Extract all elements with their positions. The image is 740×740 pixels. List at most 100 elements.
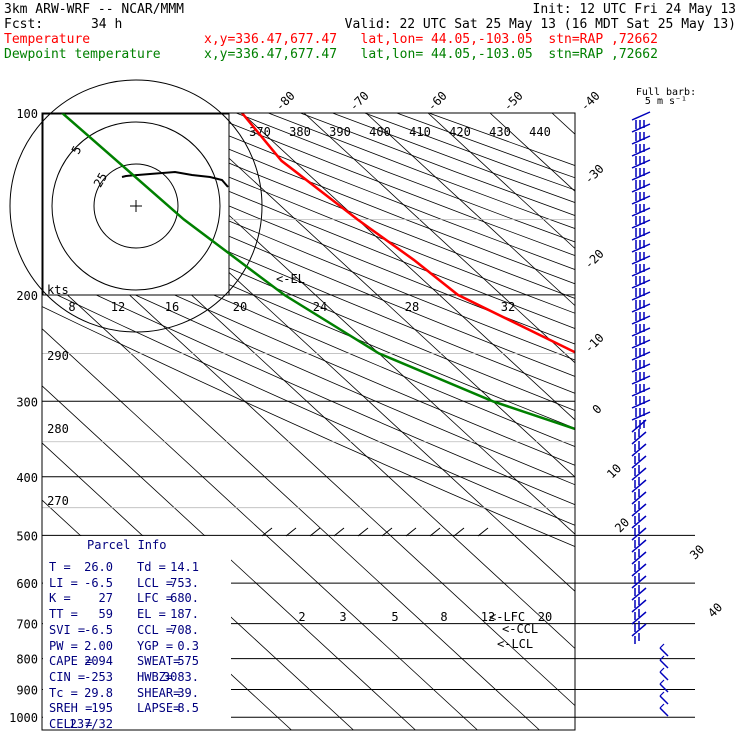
parcel-label: CIN = xyxy=(49,669,86,684)
mixing-ratio-label: 16 xyxy=(165,300,179,314)
wind-barb-staff xyxy=(631,411,651,421)
hodograph-trace xyxy=(121,170,229,188)
wind-barb-flag xyxy=(659,691,665,697)
parcel-label: TT = xyxy=(49,607,78,622)
wind-barb xyxy=(631,491,647,512)
wind-barb-staff xyxy=(631,327,651,337)
wind-barb-staff xyxy=(631,159,651,169)
wind-barb-staff xyxy=(631,431,647,445)
wind-barb-staff xyxy=(405,527,417,537)
parcel-value: 2094 xyxy=(84,654,113,669)
parcel-value: 29.8 xyxy=(84,685,113,700)
barb-key-title: Full barb: xyxy=(636,87,696,98)
isotherm-label: -80 xyxy=(273,89,298,114)
wind-barb xyxy=(631,183,651,201)
wind-barb-staff xyxy=(381,527,393,537)
pressure-tick-label: 900 xyxy=(16,684,38,698)
wind-barb xyxy=(631,327,651,345)
mixing-ratio-label: 2 xyxy=(298,610,305,624)
potential-temperature-label: 400 xyxy=(369,125,391,139)
isotherm-line xyxy=(676,113,740,730)
parcel-value: 680. xyxy=(170,591,199,606)
mixing-ratio-label: 12 xyxy=(481,610,495,624)
wind-barb xyxy=(631,539,647,560)
wind-barb-staff xyxy=(631,515,647,529)
wind-barb-staff xyxy=(631,375,651,385)
wind-barb xyxy=(631,351,651,369)
wind-barb-staff xyxy=(631,183,651,193)
parcel-info-row: TT = 59 EL = 187. xyxy=(49,607,229,623)
parcel-label: CAPE = xyxy=(49,654,93,669)
dry-adiabat-line xyxy=(171,113,575,270)
wind-barb-staff xyxy=(631,563,647,577)
wind-barb-staff xyxy=(631,455,647,469)
wind-barb-staff xyxy=(631,147,651,157)
wind-barb xyxy=(631,267,651,285)
temperature-legend-name: Temperature xyxy=(4,32,91,47)
equivalent-potential-temperature-label: 280 xyxy=(47,422,69,436)
wind-barb xyxy=(631,207,651,225)
hodograph-ring xyxy=(51,121,221,291)
ccl-marker: <-CCL xyxy=(502,622,538,636)
wind-barb xyxy=(631,135,651,153)
mixing-ratio-label: 24 xyxy=(313,300,327,314)
parcel-info-row: CIN = -253 HWBZ= 3083. xyxy=(49,670,229,686)
parcel-value: 26.0 xyxy=(84,560,113,574)
wind-barb-staff xyxy=(631,195,651,205)
isotherm-label: -40 xyxy=(578,89,603,114)
wind-barb xyxy=(659,703,669,717)
mixing-ratio-label: 3 xyxy=(339,610,346,624)
wind-barb xyxy=(631,563,647,584)
potential-temperature-label: 380 xyxy=(289,125,311,139)
wind-barb xyxy=(631,479,647,500)
wind-barb xyxy=(631,195,651,213)
dry-adiabat-line xyxy=(42,269,575,506)
pressure-tick-label: 800 xyxy=(16,653,38,667)
equivalent-potential-temperature-label: 290 xyxy=(47,349,69,363)
isotherm-line xyxy=(241,113,575,421)
wind-barb xyxy=(631,527,647,548)
wind-barb xyxy=(631,303,651,321)
wind-barb-staff xyxy=(631,207,651,217)
wind-barb-staff xyxy=(631,135,651,145)
parcel-label: LFC = xyxy=(137,591,174,606)
parcel-value: 3083. xyxy=(162,669,199,684)
parcel-value: 753. xyxy=(170,575,199,590)
dry-adiabat-line xyxy=(42,251,575,486)
temperature-legend: Temperature x,y=336.47,677.47 lat,lon= 44… xyxy=(4,32,658,47)
lcl-marker: <-LCL xyxy=(497,637,533,651)
plot-frame xyxy=(41,112,576,731)
wind-barb-staff xyxy=(261,527,273,537)
wind-barb-staff xyxy=(631,387,651,397)
mixing-ratio-label: 5 xyxy=(391,610,398,624)
parcel-label: T = xyxy=(49,560,71,574)
parcel-label: LCL = xyxy=(137,575,174,590)
wind-barb xyxy=(631,455,647,476)
wind-barb-staff xyxy=(631,363,651,373)
parcel-value: 0.3 xyxy=(177,638,199,653)
isotherm-label: 10 xyxy=(604,461,624,481)
hodograph-ring xyxy=(9,79,263,333)
wind-barb xyxy=(631,315,651,333)
dry-adiabat-line xyxy=(42,217,575,447)
wind-barb xyxy=(631,387,651,405)
wind-barb xyxy=(659,655,669,669)
isotherm-label: -20 xyxy=(582,247,607,272)
temperature-legend-location: x,y=336.47,677.47 lat,lon= 44.05,-103.05… xyxy=(204,32,658,47)
potential-temperature-label: 440 xyxy=(529,125,551,139)
wind-barb xyxy=(659,691,669,705)
equivalent-potential-temperature-label: 270 xyxy=(47,494,69,508)
isotherm-line xyxy=(42,328,478,730)
pressure-tick-label: 500 xyxy=(16,529,38,543)
dry-adiabat-line xyxy=(42,201,575,429)
wind-barb xyxy=(631,339,651,357)
wind-barb xyxy=(631,171,651,189)
wind-barb-flag xyxy=(659,667,665,673)
parcel-label: Tc = xyxy=(49,685,78,700)
dry-adiabat-line xyxy=(396,113,575,179)
wind-barb-staff xyxy=(631,267,651,277)
wind-barb-staff xyxy=(659,671,669,681)
parcel-info-row: Tc = 29.8 SHEAR= 39. xyxy=(49,686,229,702)
parcel-info-row: SVI = -6.5 CCL = 708. xyxy=(49,623,229,639)
parcel-value: 39. xyxy=(177,685,199,700)
